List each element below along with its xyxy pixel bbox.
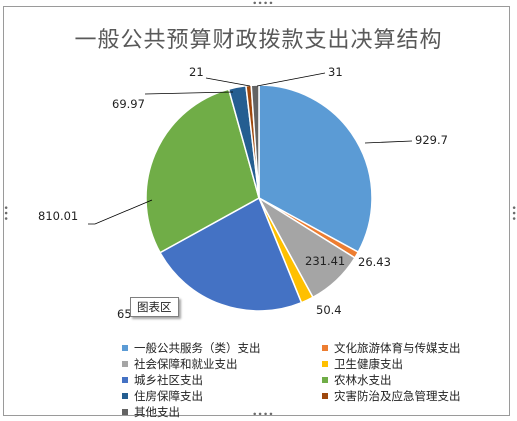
legend-label: 城乡社区支出 xyxy=(134,373,203,387)
leader-line-6 xyxy=(88,199,153,225)
legend-item-2[interactable]: 文化旅游体育与传媒支出 xyxy=(322,340,482,356)
resize-handle-top[interactable]: ∙∙∙∙ xyxy=(252,0,274,9)
data-label-8: 21 xyxy=(189,65,204,79)
pie-slice-9[interactable] xyxy=(250,84,260,199)
pie-slice-5[interactable] xyxy=(159,196,303,312)
legend-swatch xyxy=(122,409,128,415)
data-label-4: 50.4 xyxy=(316,303,342,317)
legend-label: 文化旅游体育与传媒支出 xyxy=(334,341,461,355)
legend-item-6[interactable]: 农林水支出 xyxy=(322,372,482,388)
legend-label: 住房保障支出 xyxy=(134,389,203,403)
leader-line-7 xyxy=(144,91,234,95)
chart-title: 一般公共预算财政拨款支出决算结构 xyxy=(74,28,443,53)
legend-label: 一般公共服务（类）支出 xyxy=(134,341,261,355)
legend-label: 其他支出 xyxy=(134,405,180,419)
data-label-9: 31 xyxy=(328,65,343,79)
data-label-3: 231.41 xyxy=(305,254,345,268)
legend-swatch xyxy=(322,393,328,399)
leader-line-1 xyxy=(364,140,413,144)
legend-item-7[interactable]: 住房保障支出 xyxy=(122,388,322,404)
data-label-2: 26.43 xyxy=(358,255,391,269)
resize-handle-right[interactable]: ∙∙∙ xyxy=(508,205,517,222)
legend-label: 灾害防治及应急管理支出 xyxy=(334,389,461,403)
resize-handle-left[interactable]: ∙∙∙ xyxy=(0,205,10,222)
legend-label: 卫生健康支出 xyxy=(334,357,403,371)
leader-line-9 xyxy=(256,72,326,87)
legend-swatch xyxy=(122,345,128,351)
data-label-5: 65 xyxy=(117,307,132,321)
legend-label: 社会保障和就业支出 xyxy=(134,357,238,371)
legend-item-1[interactable]: 一般公共服务（类）支出 xyxy=(122,340,322,356)
leader-line-8 xyxy=(205,77,251,87)
legend-swatch xyxy=(322,345,328,351)
resize-handle-bottom[interactable]: ∙∙∙∙ xyxy=(252,410,274,420)
legend-item-4[interactable]: 卫生健康支出 xyxy=(322,356,482,372)
chart-legend[interactable]: 一般公共服务（类）支出 文化旅游体育与传媒支出社会保障和就业支出 卫生健康支出城乡社… xyxy=(122,340,482,420)
pie-slice-1[interactable] xyxy=(258,84,373,254)
legend-item-8[interactable]: 灾害防治及应急管理支出 xyxy=(322,388,482,404)
legend-label: 农林水支出 xyxy=(334,373,392,387)
pie-slice-6[interactable] xyxy=(145,88,260,254)
legend-item-3[interactable]: 社会保障和就业支出 xyxy=(122,356,322,372)
data-label-6: 810.01 xyxy=(38,209,78,223)
legend-item-5[interactable]: 城乡社区支出 xyxy=(122,372,322,388)
legend-item-9[interactable]: 其他支出 xyxy=(122,404,322,420)
legend-swatch xyxy=(122,377,128,383)
legend-swatch xyxy=(122,361,128,367)
legend-swatch xyxy=(122,393,128,399)
chart-area-tooltip: 图表区 xyxy=(130,297,179,317)
legend-swatch xyxy=(322,361,328,367)
data-label-7: 69.97 xyxy=(112,97,145,111)
data-label-1: 929.7 xyxy=(415,133,448,147)
legend-swatch xyxy=(322,377,328,383)
